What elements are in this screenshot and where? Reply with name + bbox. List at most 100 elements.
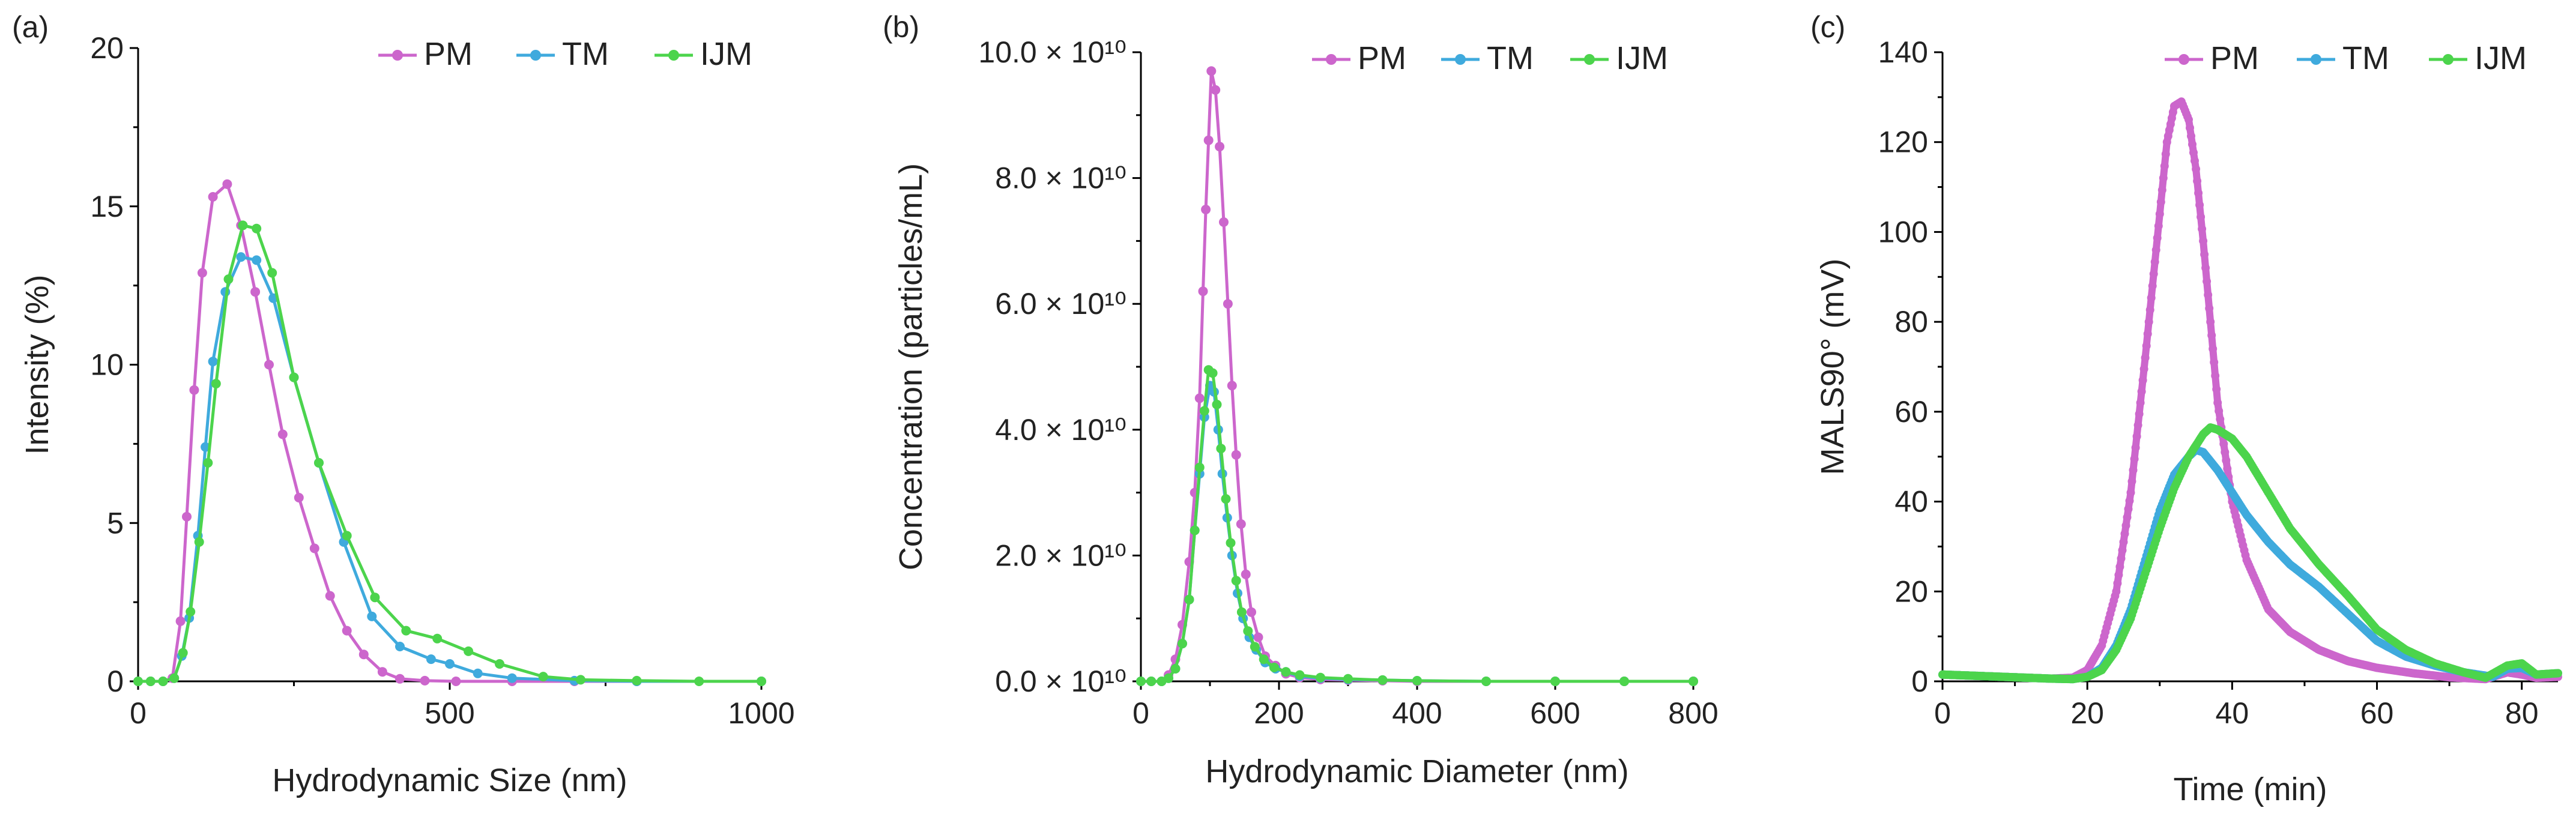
data-point [2154,222,2163,231]
data-point [2193,176,2202,185]
legend-label: IJM [2475,40,2527,76]
y-tick-label: 10 [90,348,124,382]
data-point [507,673,517,683]
legend-item-pm: PM [378,36,473,72]
data-point [2215,406,2224,415]
data-point [186,607,196,617]
data-point [194,537,204,547]
x-tick-label: 500 [425,696,474,730]
data-point [1215,142,1225,152]
legend: PM TM IJM [378,36,752,72]
data-point [1236,607,1247,617]
data-point [2126,488,2135,497]
data-point [325,591,335,601]
data-point [2191,156,2199,165]
data-point [2139,364,2148,373]
y-tick-label: 60 [1894,395,1928,429]
data-point [250,287,261,297]
data-point [1253,632,1263,642]
legend: PM TM IJM [2165,40,2527,76]
data-point [2159,173,2168,182]
data-point [267,268,277,278]
data-point [2117,554,2126,563]
y-axis-title: MALS90° (mV) [1815,259,1851,475]
data-point [2149,270,2158,279]
data-point [222,179,232,189]
data-point [2210,358,2219,367]
data-point [1199,406,1209,416]
x-axis-title: Time (min) [2174,771,2327,807]
data-point [2209,345,2218,354]
y-tick-label: 15 [90,190,124,223]
data-point [2127,477,2136,486]
data-point [2216,415,2225,424]
data-point [451,677,461,686]
x-tick-label: 20 [2070,696,2104,730]
data-point [342,531,352,541]
data-point [1170,664,1181,674]
data-point [1281,667,1291,677]
series-tm [133,252,766,686]
data-point [2219,439,2228,448]
data-point [1226,538,1236,548]
data-point [189,385,199,395]
chart-panel-1: (a) 0 5 10 15 20 0 500 1000 Hydrodynamic Size (nm… [12,10,795,798]
data-point [1212,399,1222,409]
data-point [1343,674,1353,684]
data-point [252,255,262,265]
series-line [136,182,763,683]
data-point [2114,570,2123,579]
legend-label: TM [562,36,609,72]
data-point [2147,294,2156,303]
data-point [182,511,192,522]
data-point [395,642,405,651]
legend-label: TM [1487,40,1534,76]
legend-label: PM [424,36,473,72]
data-point [2131,443,2140,452]
legend-swatch-marker [392,50,403,61]
data-point [2200,250,2209,259]
data-point [2157,185,2166,194]
x-tick-label: 1000 [728,696,794,730]
data-point [1243,626,1253,636]
data-point [2141,354,2150,362]
data-point [2212,385,2221,394]
y-tick-label: 6.0 × 10¹⁰ [995,287,1126,321]
series-line [1139,69,1695,683]
series-pm [133,179,766,686]
data-point [1231,576,1241,586]
data-point [1201,205,1211,214]
data-point [2148,282,2157,291]
data-point [2137,387,2146,396]
data-point [309,543,319,553]
data-point [2143,330,2152,339]
data-point [223,274,234,285]
data-point [238,220,248,231]
data-point [2189,148,2198,157]
data-point [2156,197,2165,207]
data-point [2120,529,2129,538]
data-point [2188,140,2197,149]
data-point [1481,677,1491,686]
series-ijm [133,220,766,686]
x-tick-label: 200 [1254,696,1304,730]
legend-swatch-marker [2311,54,2321,65]
data-point [1203,135,1214,145]
chart-panel-3: (c) 0 20 40 60 80 100 120 140 0 20 40 60 80 Time (min)… [1810,10,2562,807]
data-point [420,675,430,686]
legend-item-tm: TM [516,36,609,72]
data-point [2138,376,2147,385]
data-point [2115,562,2124,571]
data-point [1198,286,1208,297]
data-point [2129,466,2138,475]
data-point [2197,213,2206,222]
legend-swatch-marker [2178,54,2189,65]
series-line [1939,98,2562,683]
data-point [1259,654,1269,665]
data-point [2130,454,2139,463]
data-point [1550,677,1560,686]
data-point [2186,124,2194,132]
data-point [2194,188,2203,197]
data-point [464,646,474,656]
